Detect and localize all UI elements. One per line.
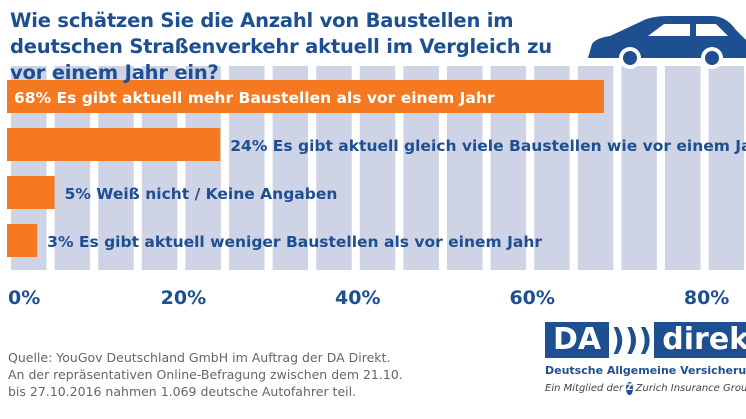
zurich-z-icon: Z: [626, 382, 633, 395]
car-icon: [588, 16, 746, 69]
logo-direkt: direkt: [654, 322, 746, 358]
da-direkt-logo: DA ))) direkt Deutsche Allgemeine Versic…: [545, 322, 746, 395]
bar-label: 5% Weiß nicht / Keine Angaben: [65, 185, 338, 203]
logo-member-line: Ein Mitglied der Z Zurich Insurance Grou…: [545, 382, 746, 395]
bar: [7, 128, 221, 161]
chart-title: Wie schätzen Sie die Anzahl von Baustell…: [10, 9, 552, 84]
bar: [7, 80, 604, 113]
member-text: Ein Mitglied der: [545, 383, 624, 394]
source-line: An der repräsentativen Online-Befragung …: [8, 367, 403, 382]
bar-label: 68% Es gibt aktuell mehr Baustellen als …: [14, 89, 495, 107]
grid-column: [621, 66, 657, 270]
logo-da: DA: [545, 322, 610, 358]
x-tick-label: 40%: [335, 287, 380, 309]
logo-subtitle: Deutsche Allgemeine Versicherungen: [545, 364, 746, 377]
source-line: bis 27.10.2016 nahmen 1.069 deutsche Aut…: [8, 384, 357, 399]
source-line: Quelle: YouGov Deutschland GmbH im Auftr…: [8, 350, 391, 365]
bar: [7, 224, 38, 257]
source-note: Quelle: YouGov Deutschland GmbH im Auftr…: [8, 349, 403, 400]
x-tick-label: 60%: [509, 287, 554, 309]
bar: [7, 176, 55, 209]
signal-waves-icon: ))): [611, 322, 653, 358]
bar-chart: 68% Es gibt aktuell mehr Baustellen als …: [7, 16, 746, 309]
grid-column: [665, 66, 701, 270]
bar-label: 3% Es gibt aktuell weniger Baustellen al…: [47, 233, 542, 251]
x-tick-label: 20%: [161, 287, 206, 309]
zurich-text: Zurich Insurance Group: [635, 383, 746, 394]
grid-column: [708, 66, 745, 270]
x-tick-label: 80%: [684, 287, 729, 309]
x-tick-label: 0%: [8, 287, 40, 309]
bar-label: 24% Es gibt aktuell gleich viele Baustel…: [230, 137, 746, 155]
